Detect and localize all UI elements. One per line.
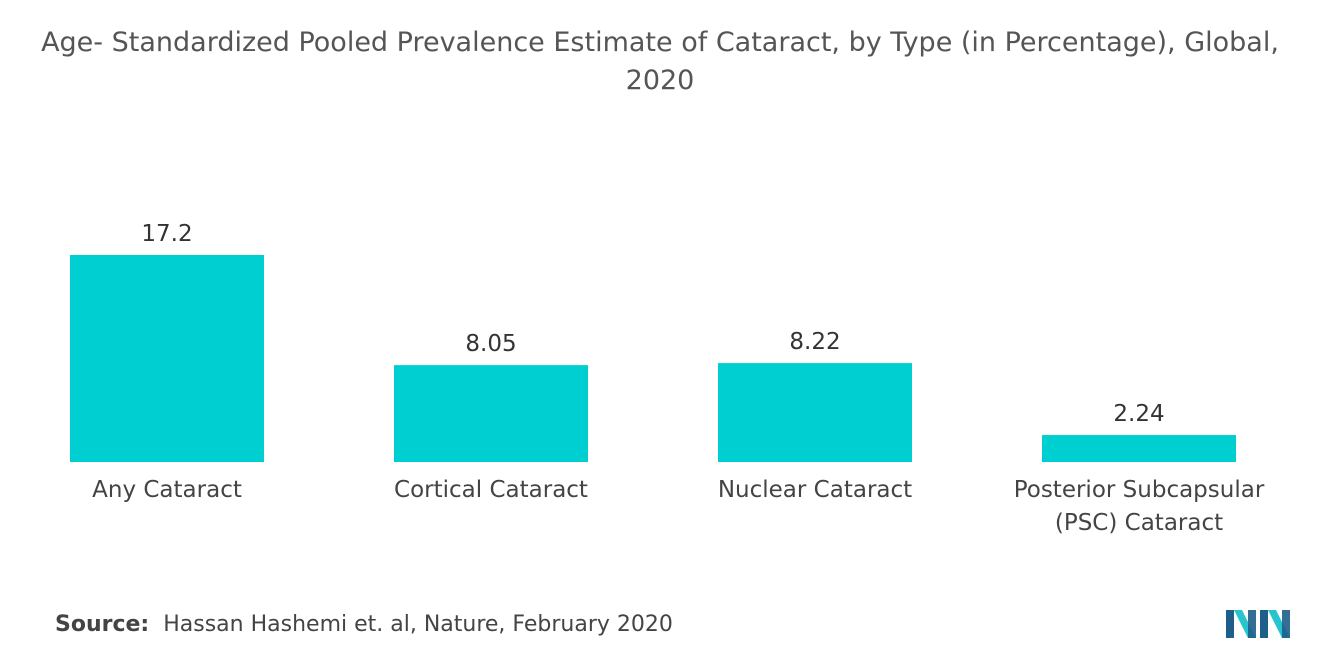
bar-0 <box>70 255 264 462</box>
value-label-2: 8.22 <box>789 329 840 355</box>
bar-2 <box>718 363 912 462</box>
category-label-3-0: Posterior Subcapsular <box>1014 477 1265 503</box>
chart-title: Age- Standardized Pooled Prevalence Esti… <box>0 24 1320 100</box>
bar-chart: 17.2 Any Cataract 8.05 Cortical Cataract 8.2… <box>70 221 1265 536</box>
bar-1 <box>394 365 588 462</box>
chart-title-line1: Age- Standardized Pooled Prevalence Esti… <box>41 27 1279 58</box>
category-label-0-0: Any Cataract <box>92 477 242 503</box>
value-label-1: 8.05 <box>465 331 516 357</box>
category-label-3-1: (PSC) Cataract <box>1055 510 1223 536</box>
source-label: Source: <box>55 612 150 637</box>
mordor-intelligence-logo-icon <box>1226 610 1290 638</box>
value-label-3: 2.24 <box>1113 401 1164 427</box>
category-label-2-0: Nuclear Cataract <box>718 477 912 503</box>
value-label-0: 17.2 <box>141 221 192 247</box>
category-label-1-0: Cortical Cataract <box>394 477 588 503</box>
chart-title-line2: 2020 <box>625 65 695 96</box>
source-text: Hassan Hashemi et. al, Nature, February … <box>163 612 673 637</box>
bar-3 <box>1042 435 1236 462</box>
source-note: Source: Hassan Hashemi et. al, Nature, Fe… <box>55 612 673 637</box>
